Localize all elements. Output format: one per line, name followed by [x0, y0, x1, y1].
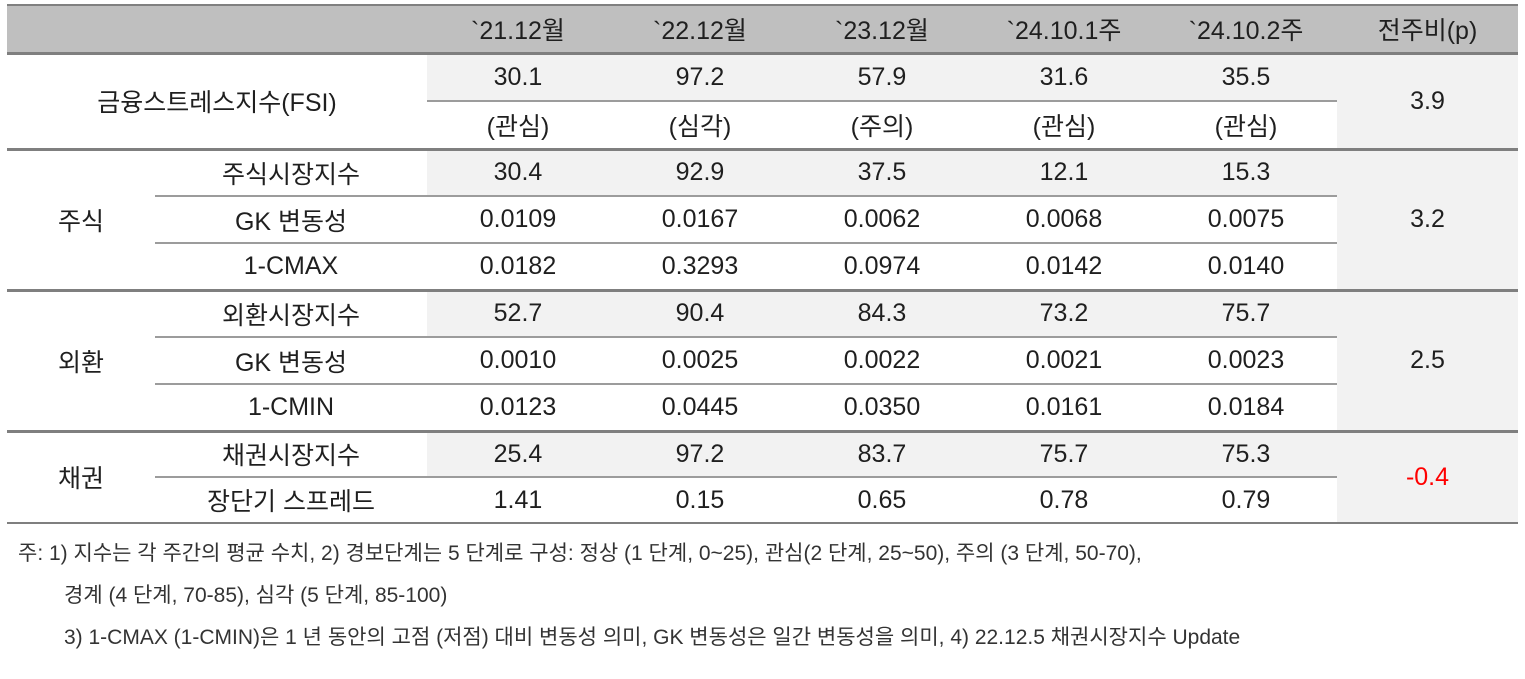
cell-value: 0.0445	[609, 383, 791, 431]
cell-value: 30.4	[427, 147, 609, 196]
cell-value: 0.78	[973, 476, 1155, 523]
cell-value: 0.0025	[609, 336, 791, 384]
row-label: 채권시장지수	[155, 429, 427, 477]
fx-gk-row: GK 변동성 0.0010 0.0025 0.0022 0.0021 0.002…	[7, 336, 1518, 384]
footnote-line: 3) 1-CMAX (1-CMIN)은 1 년 동안의 고점 (저점) 대비 변…	[64, 626, 1241, 649]
fsi-value-row: 금융스트레스지수(FSI) 30.1 97.2 57.9 31.6 35.5 3…	[7, 53, 1518, 149]
cell-value: 12.1	[973, 147, 1155, 196]
bond-weekly-change: -0.4	[1337, 429, 1518, 523]
cell-value: 0.0142	[973, 242, 1155, 290]
cell-value: 83.7	[791, 429, 973, 477]
bond-section-label: 채권	[7, 429, 155, 523]
cell-value: 0.15	[609, 476, 791, 523]
header-empty-cell	[7, 4, 427, 55]
fx-cmin-row: 1-CMIN 0.0123 0.0445 0.0350 0.0161 0.018…	[7, 383, 1518, 431]
footnotes: 주: 1) 지수는 각 주간의 평균 수치, 2) 경보단계는 5 단계로 구성…	[0, 524, 1525, 659]
row-label: GK 변동성	[155, 195, 427, 243]
fx-section-label: 외환	[7, 288, 155, 431]
stock-index-row: 주식 주식시장지수 30.4 92.9 37.5 12.1 15.3 3.2	[7, 147, 1518, 290]
cell-value: 0.0010	[427, 336, 609, 384]
footnote-line: 주: 1) 지수는 각 주간의 평균 수치, 2) 경보단계는 5 단계로 구성…	[18, 542, 1142, 565]
cell-value: 73.2	[973, 288, 1155, 337]
cell-value: 84.3	[791, 288, 973, 337]
fsi-status: (관심)	[1155, 100, 1337, 149]
cell-value: 0.0161	[973, 383, 1155, 431]
stock-weekly-change: 3.2	[1337, 147, 1518, 290]
cell-value: 0.65	[791, 476, 973, 523]
cell-value: 0.0182	[427, 242, 609, 290]
bond-spread-row: 장단기 스프레드 1.41 0.15 0.65 0.78 0.79	[7, 476, 1518, 523]
stock-section-label: 주식	[7, 147, 155, 290]
fsi-label: 금융스트레스지수(FSI)	[97, 89, 337, 117]
cell-value: 0.0123	[427, 383, 609, 431]
table-header-row: `21.12월 `22.12월 `23.12월 `24.10.1주 `24.10…	[7, 4, 1518, 55]
period-header: `21.12월	[427, 4, 609, 55]
cell-value: 0.0021	[973, 336, 1155, 384]
cell-value: 75.7	[1155, 288, 1337, 337]
cell-value: 0.0350	[791, 383, 973, 431]
fsi-status: (주의)	[791, 100, 973, 149]
period-header: `24.10.1주	[973, 4, 1155, 55]
cell-value: 0.3293	[609, 242, 791, 290]
cell-value: 0.0023	[1155, 336, 1337, 384]
cell-value: 0.0974	[791, 242, 973, 290]
fsi-value: 31.6	[973, 53, 1155, 101]
fsi-value: 30.1	[427, 53, 609, 101]
row-label: GK 변동성	[155, 336, 427, 384]
bond-index-row: 채권 채권시장지수 25.4 97.2 83.7 75.7 75.3 -0.4	[7, 429, 1518, 523]
fsi-status: (관심)	[427, 100, 609, 149]
row-label: 1-CMAX	[155, 242, 427, 290]
period-header: `23.12월	[791, 4, 973, 55]
cell-value: 0.0022	[791, 336, 973, 384]
fx-weekly-change: 2.5	[1337, 288, 1518, 431]
fsi-value: 97.2	[609, 53, 791, 101]
cell-value: 90.4	[609, 288, 791, 337]
period-header: `22.12월	[609, 4, 791, 55]
cell-value: 0.0109	[427, 195, 609, 243]
cell-value: 97.2	[609, 429, 791, 477]
row-label: 외환시장지수	[155, 288, 427, 337]
fx-index-row: 외환 외환시장지수 52.7 90.4 84.3 73.2 75.7 2.5	[7, 288, 1518, 431]
cell-value: 0.0062	[791, 195, 973, 243]
cell-value: 0.0140	[1155, 242, 1337, 290]
cell-value: 15.3	[1155, 147, 1337, 196]
cell-value: 52.7	[427, 288, 609, 337]
footnote-line: 경계 (4 단계, 70-85), 심각 (5 단계, 85-100)	[64, 584, 448, 607]
cell-value: 0.0184	[1155, 383, 1337, 431]
row-label: 1-CMIN	[155, 383, 427, 431]
cell-value: 37.5	[791, 147, 973, 196]
cell-value: 25.4	[427, 429, 609, 477]
cell-value: 92.9	[609, 147, 791, 196]
cell-value: 0.0068	[973, 195, 1155, 243]
stock-cmax-row: 1-CMAX 0.0182 0.3293 0.0974 0.0142 0.014…	[7, 242, 1518, 290]
fsi-status: (관심)	[973, 100, 1155, 149]
row-label: 주식시장지수	[155, 147, 427, 196]
fsi-status-row: (관심) (심각) (주의) (관심) (관심)	[7, 100, 1518, 149]
stock-gk-row: GK 변동성 0.0109 0.0167 0.0062 0.0068 0.007…	[7, 195, 1518, 243]
fsi-weekly-change: 3.9	[1337, 53, 1518, 149]
cell-value: 75.7	[973, 429, 1155, 477]
cell-value: 1.41	[427, 476, 609, 523]
row-label: 장단기 스프레드	[155, 476, 427, 523]
fsi-value: 57.9	[791, 53, 973, 101]
change-header: 전주비(p)	[1337, 4, 1518, 55]
period-header: `24.10.2주	[1155, 4, 1337, 55]
cell-value: 75.3	[1155, 429, 1337, 477]
cell-value: 0.79	[1155, 476, 1337, 523]
cell-value: 0.0167	[609, 195, 791, 243]
fsi-status: (심각)	[609, 100, 791, 149]
fsi-value: 35.5	[1155, 53, 1337, 101]
fsi-table: `21.12월 `22.12월 `23.12월 `24.10.1주 `24.10…	[7, 4, 1518, 524]
cell-value: 0.0075	[1155, 195, 1337, 243]
